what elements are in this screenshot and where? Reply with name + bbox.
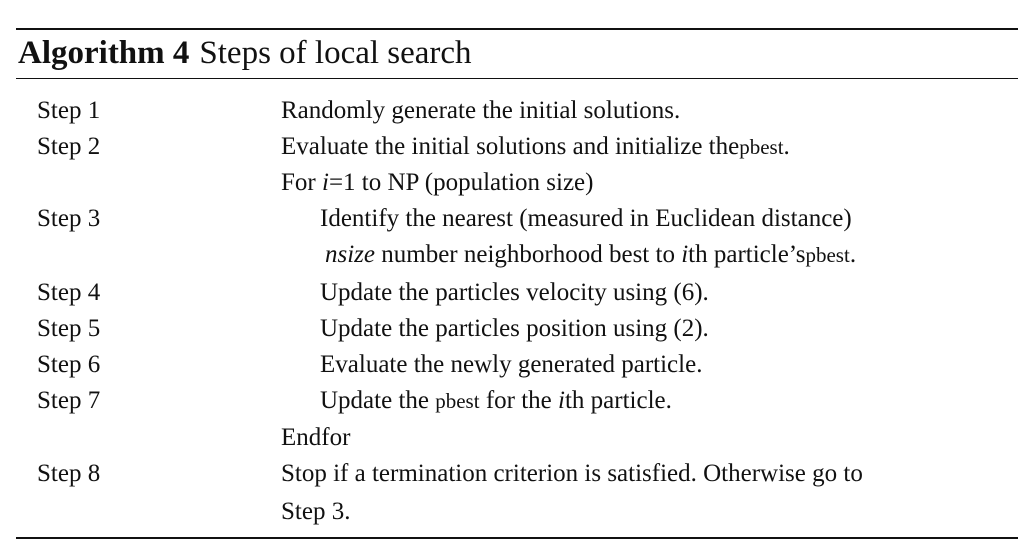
step-text-part: number neighborhood best to [375, 241, 682, 268]
step-text: Evaluate the initial solutions and initi… [281, 132, 790, 162]
step-text: Randomly generate the initial solutions. [281, 97, 681, 124]
pbest-term: pbest [435, 389, 480, 413]
algorithm-caption: Algorithm 4 Steps of local search [18, 34, 472, 72]
step-label: Step 3 [37, 205, 101, 232]
step-text-part: Update the [320, 387, 436, 414]
step-text-part: for the [479, 387, 559, 414]
bottom-rule [16, 537, 1018, 539]
step-text: Stop if a termination criterion is satis… [281, 460, 863, 487]
algorithm-row: Step 1 Randomly generate the initial sol… [0, 96, 1029, 132]
step-text-part: . [783, 133, 790, 160]
step-text: Endfor [281, 424, 351, 451]
algorithm-row: Step 5 Update the particles position usi… [0, 314, 1029, 350]
step-text-part: th particle. [564, 387, 672, 414]
pbest-term: pbest [805, 243, 850, 267]
pbest-term: pbest [739, 135, 784, 159]
step-label: Step 2 [37, 133, 101, 160]
step-text: Update the particles velocity using (6). [320, 279, 709, 306]
algorithm-row: nsize number neighborhood best to ith pa… [0, 240, 1029, 276]
step-text: Evaluate the newly generated particle. [320, 351, 703, 378]
step-label: Step 7 [37, 387, 101, 414]
step-text-part: . [849, 241, 857, 268]
step-text: Update the particles position using (2). [320, 315, 709, 342]
step-label: Step 8 [37, 460, 101, 487]
loop-variable: i [558, 387, 565, 414]
step-label: Step 6 [37, 351, 101, 378]
algorithm-row: Step 4 Update the particles velocity usi… [0, 278, 1029, 314]
algorithm-row: Step 8 Stop if a termination criterion i… [0, 459, 1029, 495]
step-text-part: =1 to NP (population size) [328, 169, 594, 196]
algorithm-row: Step 2 Evaluate the initial solutions an… [0, 132, 1029, 168]
loop-variable: i [681, 241, 689, 268]
step-text: Update the pbest for the ith particle. [320, 386, 672, 416]
algorithm-row: Step 7 Update the pbest for the ith part… [0, 386, 1029, 422]
algorithm-row: Step 3. [0, 497, 1029, 533]
nsize-variable: nsize [325, 241, 375, 268]
caption-rule [16, 78, 1018, 79]
algorithm-label: Algorithm 4 [18, 35, 190, 71]
step-label: Step 5 [37, 315, 101, 342]
algorithm-row: Step 3 Identify the nearest (measured in… [0, 204, 1029, 240]
top-rule [16, 28, 1018, 30]
step-text-part: Evaluate the initial solutions and initi… [281, 133, 740, 160]
step-text: nsize number neighborhood best to ith pa… [325, 240, 856, 270]
loop-variable: i [321, 169, 329, 196]
step-text: Step 3. [281, 498, 351, 525]
step-label: Step 1 [37, 97, 101, 124]
step-label: Step 4 [37, 279, 101, 306]
algorithm-row: Endfor [0, 423, 1029, 459]
algorithm-row: For i=1 to NP (population size) [0, 168, 1029, 204]
step-text-part: th particle’s [688, 241, 806, 268]
step-text: For i=1 to NP (population size) [281, 168, 593, 198]
algorithm-row: Step 6 Evaluate the newly generated part… [0, 350, 1029, 386]
step-text-part: For [281, 169, 322, 196]
algorithm-title: Steps of local search [199, 35, 472, 71]
step-text: Identify the nearest (measured in Euclid… [320, 205, 852, 232]
